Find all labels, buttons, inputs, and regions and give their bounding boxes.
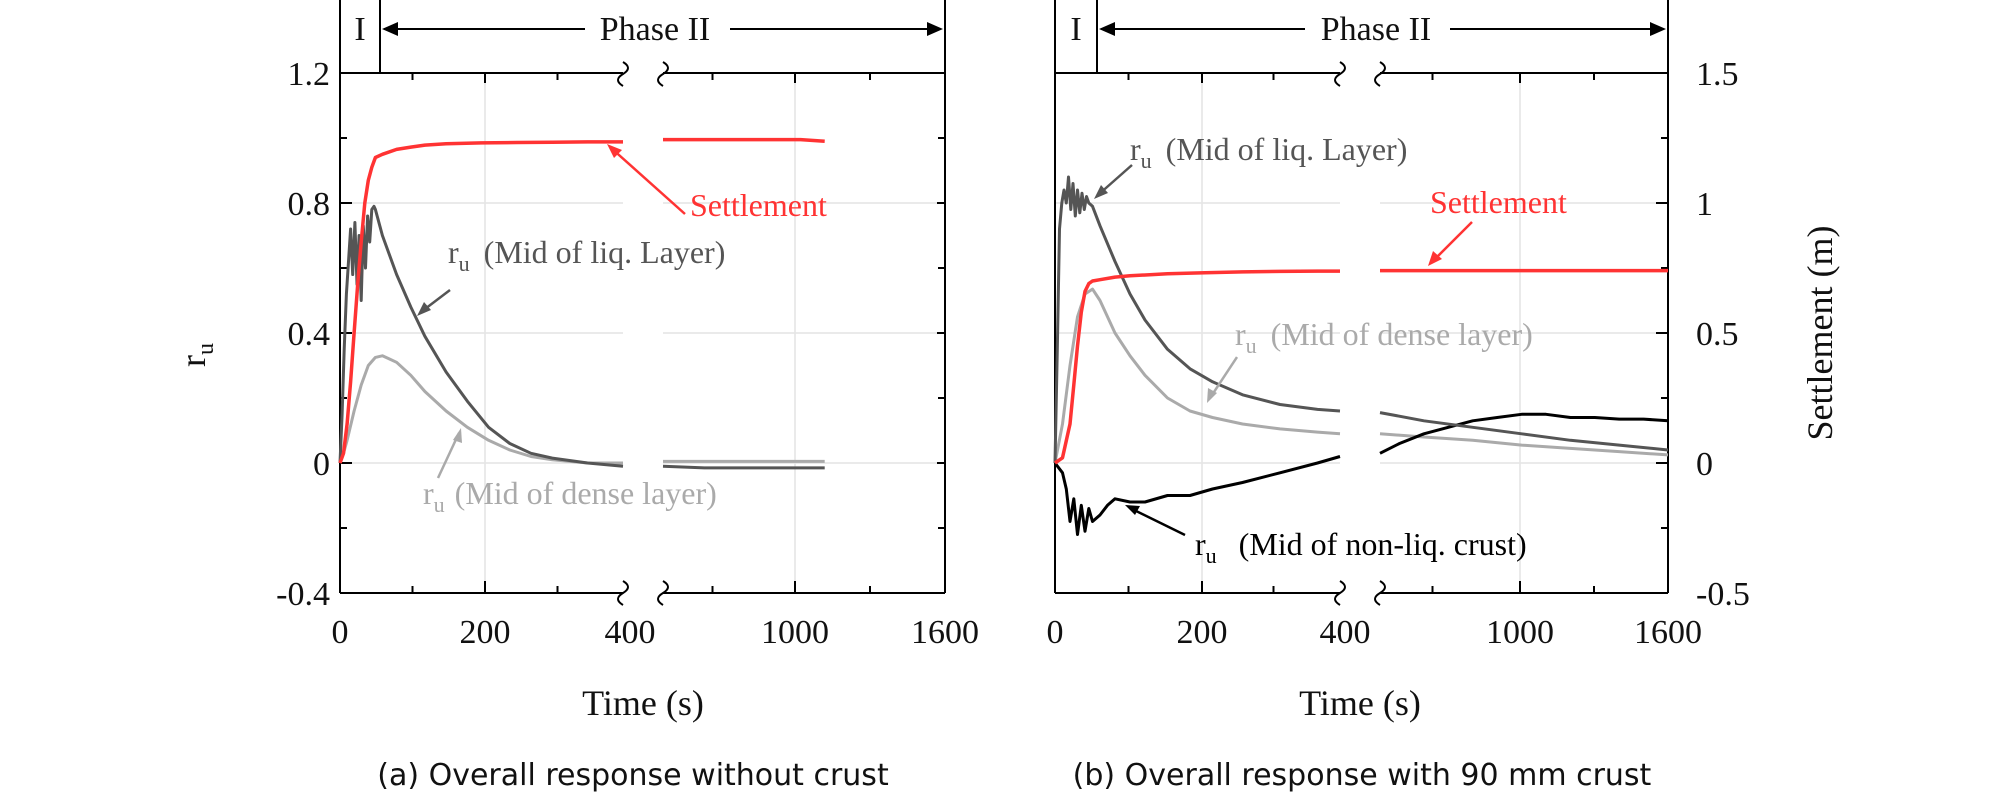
y-tick-label: 1.2: [288, 56, 331, 93]
panel-a-settlement-annotation: Settlement: [690, 187, 827, 223]
panel-b-break-mask-bottom: [1340, 580, 1380, 610]
x-tick-label: 200: [460, 614, 511, 651]
panel-b-break-mask-top: [1340, 60, 1380, 88]
series-line-ru-mid-of-liq-layer-seg1: [1053, 175, 1341, 464]
panel-b-break-mark-bottom-left: [1334, 580, 1346, 606]
panel-a-dense-arrowhead: [453, 428, 462, 443]
panel-b-axis-break-gap: [1340, 75, 1380, 590]
panel-a-settlement-arrowhead: [607, 144, 622, 158]
panel-a-settlement-leader: [609, 146, 686, 215]
x-tick-label: 400: [605, 614, 656, 651]
y-tick-label: -0.4: [276, 576, 330, 613]
x-tick-label: 1000: [761, 614, 829, 651]
panel-a-liq-annotation: ru (Mid of liq. Layer): [448, 234, 725, 276]
panel-b-caption: (b) Overall response with 90 mm crust: [1073, 758, 1652, 792]
series-line-settlement-seg1: [338, 140, 623, 464]
panel-a-break-mark-top-right: [657, 61, 669, 87]
panel-b-y-axis-label: Settlement (m): [1800, 226, 1840, 441]
right-y-tick-label: -0.5: [1696, 576, 1750, 613]
panel-b: I Phase II -0.500.511.5 0 200 400 1000 1600 …: [1047, 0, 1840, 792]
x-tick-label: 1000: [1486, 614, 1554, 651]
panel-a-break-mark-bottom-left: [617, 580, 629, 606]
panel-b-y-tick-labels: -0.5 0 0.5 1 1.5: [1696, 56, 1750, 613]
panel-a-break-mark-top-left: [617, 61, 629, 87]
series-line-ru-mid-of-dense-layer-seg1: [338, 354, 623, 465]
panel-a-series: [338, 137, 825, 470]
panel-b-phase1-label: I: [1070, 11, 1081, 48]
panel-b-crust-annotation: ru (Mid of non-liq. crust): [1195, 526, 1527, 568]
series-line-ru-mid-of-non-liq-crust-seg2: [1379, 412, 1669, 455]
panel-b-phase2-label: Phase II: [1321, 11, 1431, 48]
panel-a-phase1-label: I: [354, 11, 365, 48]
right-y-tick-label: 1: [1696, 186, 1713, 223]
panel-b-dense-leader: [1208, 356, 1239, 399]
panel-a-phase2-label: Phase II: [600, 11, 710, 48]
panel-b-break-mark-top-right: [1374, 61, 1386, 87]
panel-a-x-tick-labels: 0 200 400 1000 1600: [332, 614, 980, 651]
right-y-tick-label: 0.5: [1696, 316, 1739, 353]
series-line-ru-mid-of-liq-layer-seg2: [1379, 411, 1669, 452]
right-y-tick-label: 1.5: [1696, 56, 1739, 93]
x-tick-label: 0: [332, 614, 349, 651]
panel-b-settlement-leader: [1431, 221, 1473, 263]
panel-a-break-mask-bottom: [623, 580, 663, 610]
y-tick-label: 0.4: [288, 316, 331, 353]
panel-a-caption: (a) Overall response without crust: [377, 758, 889, 792]
panel-b-settlement-annotation: Settlement: [1430, 184, 1567, 220]
y-tick-label: 0: [313, 446, 330, 483]
panel-b-liq-arrowhead: [1094, 185, 1108, 199]
x-tick-label: 400: [1320, 614, 1371, 651]
panel-a-liq-arrowhead: [417, 302, 431, 316]
panel-b-settlement-arrowhead: [1428, 251, 1442, 266]
series-line-ru-mid-of-dense-layer-seg1: [1053, 287, 1341, 464]
panel-b-liq-annotation: ru (Mid of liq. Layer): [1130, 131, 1407, 173]
panel-b-x-axis-label: Time (s): [1299, 683, 1421, 723]
panel-b-crust-leader: [1129, 506, 1186, 537]
series-line-ru-mid-of-non-liq-crust-seg1: [1053, 455, 1341, 536]
panel-b-dense-annotation: ru (Mid of dense layer): [1235, 316, 1533, 358]
panel-b-series: [1053, 175, 1669, 536]
series-line-settlement-seg1: [1054, 269, 1340, 465]
panel-a-axis-break-gap: [623, 75, 663, 590]
x-tick-label: 0: [1047, 614, 1064, 651]
x-tick-label: 200: [1177, 614, 1228, 651]
series-line-ru-mid-of-liq-layer-seg1: [338, 204, 624, 468]
series-line-ru-mid-of-dense-layer-seg2: [1379, 432, 1669, 457]
panel-a: I Phase II -0.400.40.81.2 0 200 400 1000 160…: [173, 0, 979, 792]
panel-a-y-tick-labels: -0.4 0 0.4 0.8 1.2: [276, 56, 330, 613]
series-line-ru-mid-of-liq-layer-seg2: [662, 464, 825, 470]
panel-b-dense-arrowhead: [1207, 388, 1217, 403]
x-tick-label: 1600: [1634, 614, 1702, 651]
series-line-settlement-seg2: [663, 137, 825, 144]
panel-a-dense-annotation: ru (Mid of dense layer): [423, 475, 717, 517]
panel-b-phase2-arrowhead-left: [1099, 22, 1115, 36]
panel-b-break-mark-top-left: [1334, 61, 1346, 87]
panel-a-break-mask-top: [623, 60, 663, 88]
panel-b-phase2-arrowhead-right: [1650, 22, 1666, 36]
panel-a-phase2-arrowhead-right: [927, 22, 943, 36]
panel-b-break-mark-bottom-right: [1374, 580, 1386, 606]
panel-b-crust-arrowhead: [1125, 505, 1140, 515]
panel-b-ticks: [1054, 72, 1669, 594]
panel-b-x-tick-labels: 0 200 400 1000 1600: [1047, 614, 1703, 651]
panel-a-x-axis-label: Time (s): [582, 683, 704, 723]
y-tick-label: 0.8: [288, 186, 331, 223]
panel-a-phase2-arrowhead-left: [382, 22, 398, 36]
right-y-tick-label: 0: [1696, 446, 1713, 483]
panel-a-y-axis-label: ru: [173, 343, 219, 367]
x-tick-label: 1600: [911, 614, 979, 651]
panel-a-break-mark-bottom-right: [657, 580, 669, 606]
